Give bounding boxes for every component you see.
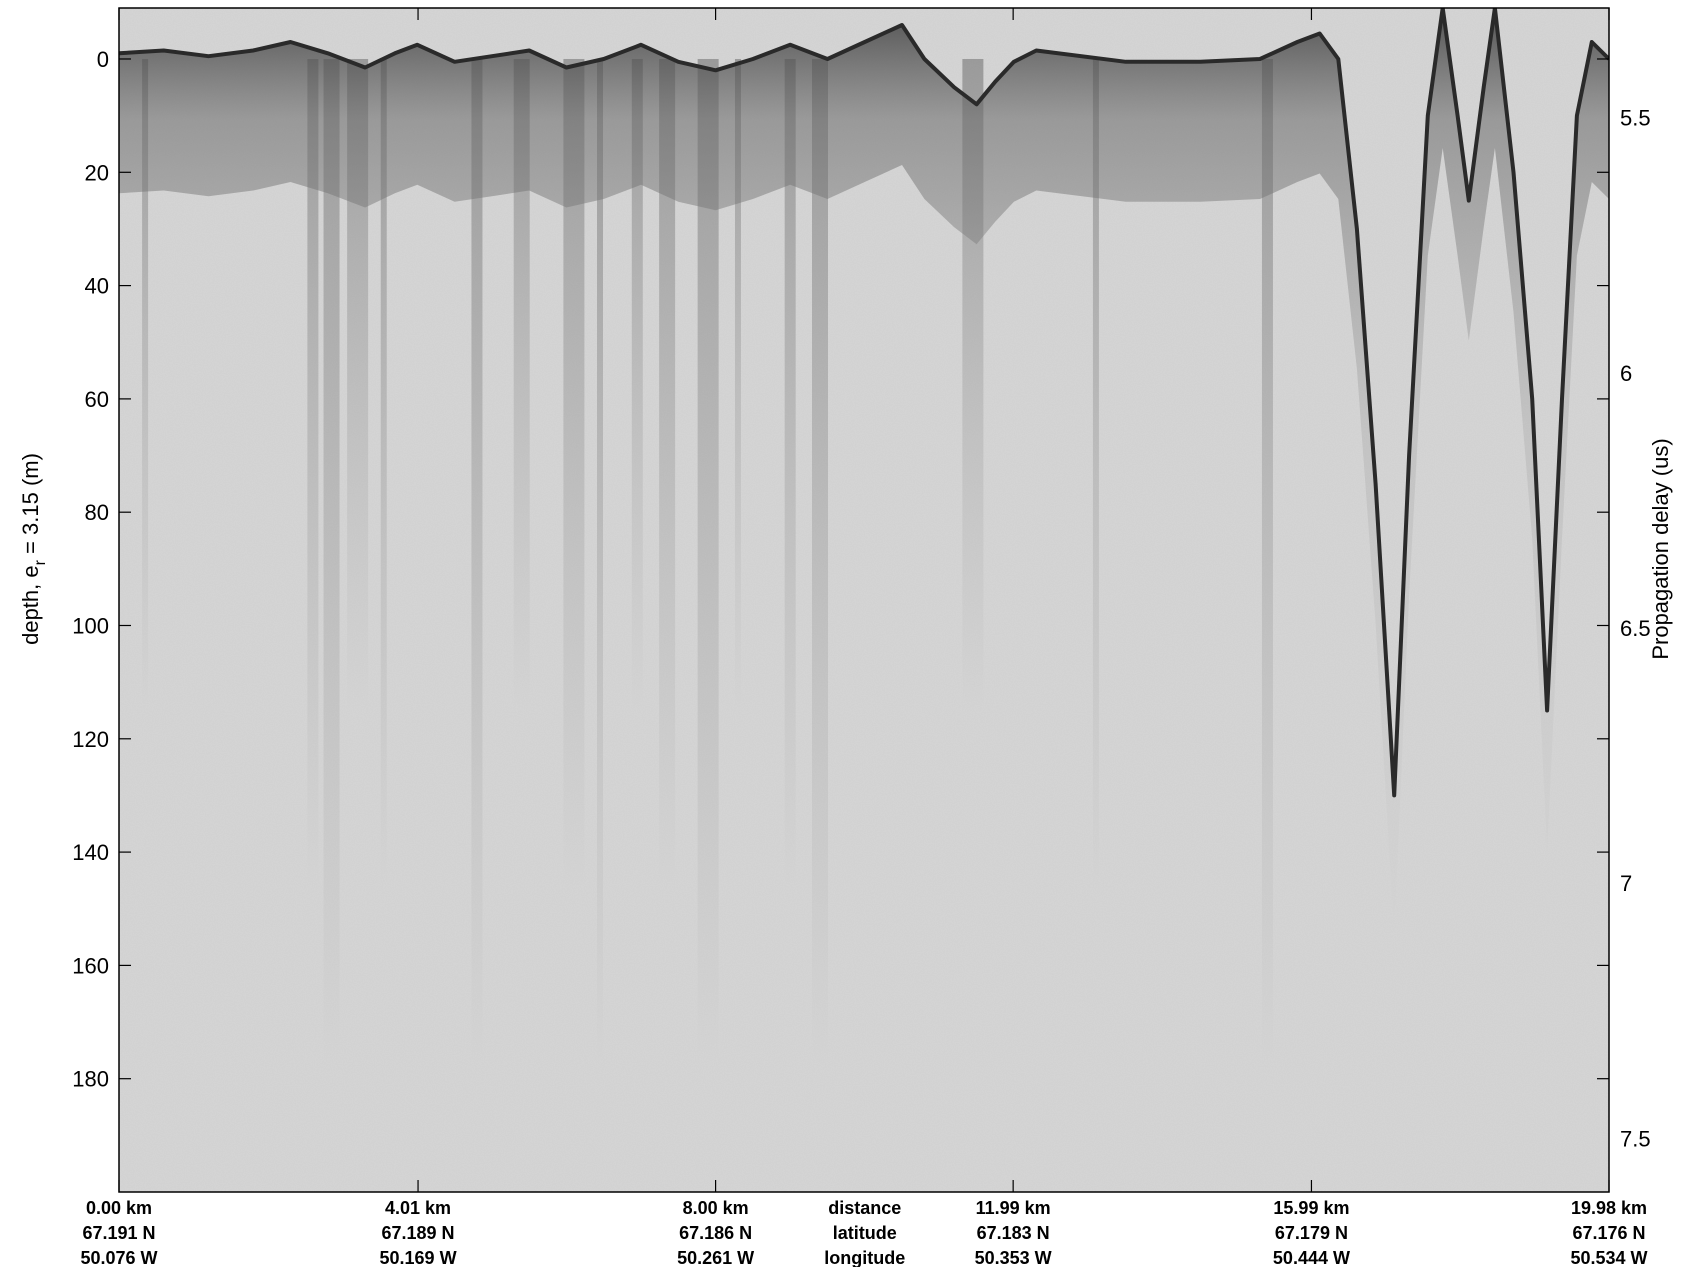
bottom-tick-label: 67.179 N [1275, 1223, 1348, 1243]
streak-mark [347, 58, 369, 711]
bottom-tick-label: 8.00 km [683, 1198, 749, 1218]
bottom-tick-label: 50.353 W [975, 1248, 1052, 1267]
streak-mark [597, 58, 604, 1066]
bottom-tick-label: 67.183 N [977, 1223, 1050, 1243]
right-axis: 5.5 6 6.5 7 7.5 [1620, 106, 1651, 1152]
y-axis-title: depth, er = 3.15 (m) [18, 453, 49, 645]
bottom-tick-label: 15.99 km [1273, 1198, 1349, 1218]
bottom-tick-label: 4.01 km [385, 1198, 451, 1218]
streak-mark [513, 58, 530, 711]
bottom-legend-label: latitude [833, 1223, 897, 1243]
vertical-streaks [142, 58, 1273, 1066]
bottom-tick-label: 11.99 km [976, 1198, 1051, 1218]
right-tick-label: 6 [1620, 361, 1632, 386]
bottom-tick-label: 67.189 N [382, 1223, 455, 1243]
streak-mark [380, 58, 387, 888]
right-tick-label: 5.5 [1620, 106, 1651, 131]
left-tick-label: 100 [72, 613, 109, 638]
y2-axis-title: Propagation delay (us) [1648, 438, 1673, 659]
bottom-tick-label: 67.176 N [1572, 1223, 1645, 1243]
streak-mark [697, 58, 719, 1066]
left-tick-label: 140 [72, 840, 109, 865]
left-tick-label: 0 [97, 47, 109, 72]
left-tick-label: 60 [85, 387, 109, 412]
right-tick-label: 7 [1620, 871, 1632, 896]
streak-mark [142, 58, 149, 711]
bottom-tick-label: 50.261 W [677, 1248, 754, 1267]
surface-reflection-band [119, 8, 1609, 936]
bottom-tick-label: 50.534 W [1570, 1248, 1647, 1267]
streak-mark [784, 58, 796, 888]
streak-mark [1092, 58, 1099, 888]
bottom-tick-label: 50.444 W [1273, 1248, 1350, 1267]
streak-mark [563, 58, 585, 888]
right-tick-label: 6.5 [1620, 616, 1651, 641]
y-axis-title-suffix: = 3.15 (m) [18, 453, 43, 560]
left-tick-label: 20 [85, 160, 109, 185]
left-tick-label: 180 [72, 1067, 109, 1092]
streak-mark [1261, 58, 1273, 1066]
left-tick-label: 160 [72, 953, 109, 978]
streak-mark [307, 58, 319, 888]
bottom-legend-label: distance [828, 1198, 901, 1218]
plot-frame [118, 7, 1610, 1193]
left-tick-label: 40 [85, 274, 109, 299]
right-tick-label: 7.5 [1620, 1126, 1651, 1151]
left-axis: 0 20 40 60 80 100 120 140 160 180 [72, 47, 1609, 1092]
streak-mark [659, 58, 676, 888]
y-axis-title-subscript: r [32, 559, 49, 565]
bottom-tick-label: 0.00 km [86, 1198, 152, 1218]
bottom-legend-label: longitude [824, 1248, 905, 1267]
bottom-tick-label: 19.98 km [1571, 1198, 1647, 1218]
bottom-tick-label: 67.191 N [82, 1223, 155, 1243]
surface-reflection-line [119, 8, 1609, 798]
bottom-tick-label: 50.076 W [80, 1248, 157, 1267]
streak-mark [734, 58, 741, 711]
streak-mark [631, 58, 643, 711]
bottom-tick-label: 67.186 N [679, 1223, 752, 1243]
streak-mark [471, 58, 483, 1066]
bottom-tick-label: 50.169 W [380, 1248, 457, 1267]
left-tick-label: 80 [85, 500, 109, 525]
streak-mark [323, 58, 340, 1066]
left-tick-label: 120 [72, 727, 109, 752]
plot-area [119, 8, 1609, 1192]
streak-mark [812, 58, 829, 1066]
y-axis-title-main: depth, e [18, 565, 43, 645]
bottom-axis: 0.00 km 67.191 N 50.076 W 4.01 km 67.189 N 50… [80, 8, 1648, 1268]
